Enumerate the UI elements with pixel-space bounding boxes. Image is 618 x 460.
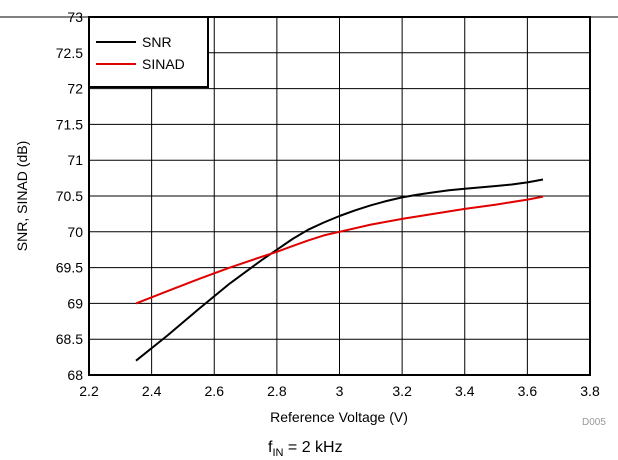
y-tick-label-7: 71.5 (56, 116, 83, 132)
x-tick-label-5: 3.2 (392, 383, 412, 399)
y-tick-label-0: 68 (67, 367, 83, 383)
legend: SNR SINAD (88, 16, 209, 88)
caption: fIN = 2 kHz (268, 439, 343, 459)
y-tick-labels: 68 68.5 69 69.5 70 70.5 71 71.5 72 72.5 73 (56, 9, 83, 383)
legend-label-snr: SNR (142, 34, 172, 50)
caption-subscript: IN (272, 447, 283, 459)
legend-label-sinad: SINAD (142, 56, 185, 72)
series-line-snr (135, 178, 544, 362)
x-tick-label-6: 3.4 (455, 383, 475, 399)
caption-rest: = 2 kHz (283, 439, 342, 456)
x-tick-label-8: 3.8 (580, 383, 600, 399)
y-tick-label-3: 69.5 (56, 260, 83, 276)
plot-frame (88, 16, 591, 376)
caption-main: f (268, 439, 273, 456)
y-tick-label-5: 70.5 (56, 188, 83, 204)
y-tick-label-8: 72 (67, 81, 83, 97)
x-tick-labels: 2.2 2.4 2.6 2.8 3 3.2 3.4 3.6 3.8 (79, 383, 600, 399)
y-tick-label-9: 72.5 (56, 45, 83, 61)
series-line-sinad (135, 195, 544, 305)
y-tick-label-6: 71 (67, 152, 83, 168)
x-tick-label-2: 2.6 (205, 383, 225, 399)
x-tick-label-4: 3 (336, 383, 344, 399)
y-axis-label: SNR, SINAD (dB) (14, 141, 30, 251)
y-tick-label-4: 70 (67, 224, 83, 240)
figure-code: D005 (582, 417, 606, 428)
series-group (135, 178, 544, 362)
x-tick-label-0: 2.2 (79, 383, 99, 399)
y-tick-label-1: 68.5 (56, 331, 83, 347)
x-axis-label: Reference Voltage (V) (270, 409, 408, 425)
y-tick-label-10: 73 (67, 9, 83, 25)
x-tick-label-1: 2.4 (142, 383, 162, 399)
x-tick-label-7: 3.6 (518, 383, 538, 399)
x-tick-label-3: 2.8 (267, 383, 287, 399)
legend-box (88, 16, 209, 88)
y-tick-label-2: 69 (67, 295, 83, 311)
